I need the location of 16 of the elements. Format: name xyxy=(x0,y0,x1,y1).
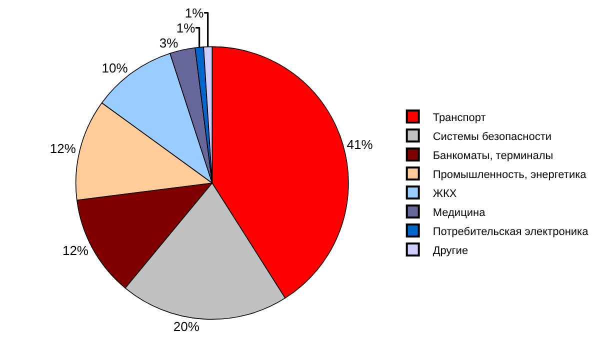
legend-label: Промышленность, энергетика xyxy=(432,168,588,181)
data-label: 12% xyxy=(62,242,89,258)
legend-label: ЖКХ xyxy=(432,188,458,200)
data-label: 1% xyxy=(184,5,204,20)
legend-label: Медицина xyxy=(432,206,486,219)
data-label: 1% xyxy=(176,20,196,36)
data-label: 10% xyxy=(102,60,128,76)
data-label: 41% xyxy=(346,136,374,152)
legend-label: Транспорт xyxy=(432,112,486,124)
legend-label: Потребительская электроника xyxy=(432,226,590,238)
legend-label: Банкоматы, терминалы xyxy=(432,150,554,162)
legend-label: Другие xyxy=(432,244,468,257)
data-label: 12% xyxy=(50,141,76,156)
data-label: 3% xyxy=(159,35,179,50)
data-label: 20% xyxy=(173,319,200,334)
legend-label: Системы безопасности xyxy=(432,130,552,143)
